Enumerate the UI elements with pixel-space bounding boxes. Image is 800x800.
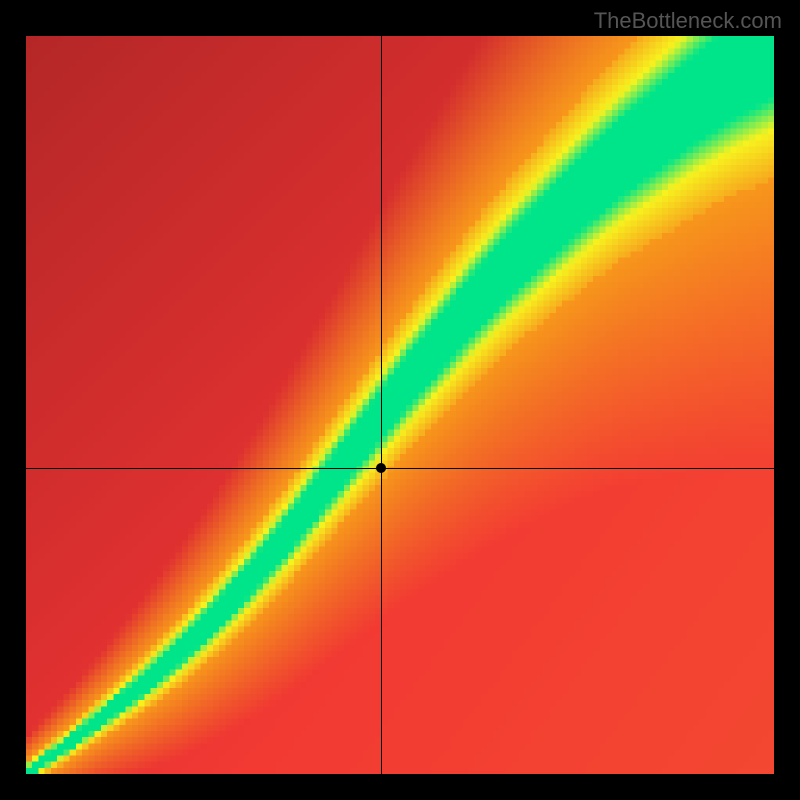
crosshair-horizontal (26, 468, 774, 469)
heatmap-canvas (26, 36, 774, 774)
crosshair-marker (376, 463, 386, 473)
watermark-text: TheBottleneck.com (594, 8, 782, 34)
chart-container: TheBottleneck.com (0, 0, 800, 800)
plot-area (26, 36, 774, 774)
crosshair-vertical (381, 36, 382, 774)
